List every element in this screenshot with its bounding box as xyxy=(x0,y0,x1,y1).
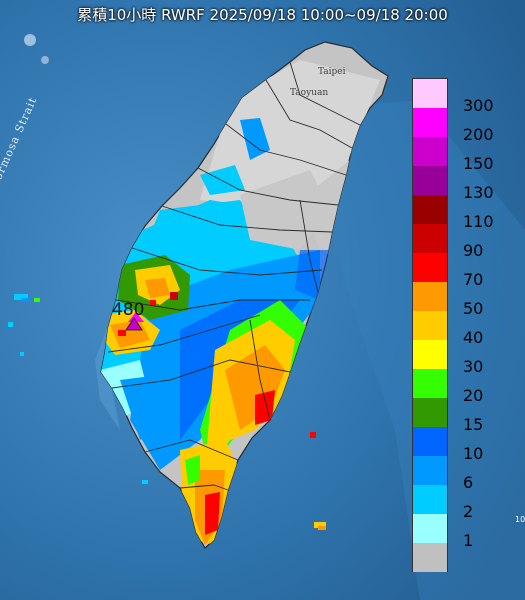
legend-swatch-110 xyxy=(413,195,447,224)
legend-swatch-6 xyxy=(413,456,447,485)
legend-swatch-15 xyxy=(413,398,447,427)
legend-swatch-1 xyxy=(413,514,447,543)
label-taipei: Taipei xyxy=(318,67,346,77)
legend-label-40: 40 xyxy=(463,328,484,347)
label-edge-clipped: 10 xyxy=(515,515,525,524)
legend-swatch-40 xyxy=(413,311,447,340)
legend-swatch-none xyxy=(413,543,447,572)
legend-swatch-90 xyxy=(413,224,447,253)
legend-label-150: 150 xyxy=(463,154,494,173)
legend-swatch-150 xyxy=(413,137,447,166)
rainfall-legend xyxy=(412,78,448,572)
legend-label-90: 90 xyxy=(463,241,484,260)
offshore-echoes xyxy=(8,34,326,530)
legend-label-130: 130 xyxy=(463,183,494,202)
legend-swatch-30 xyxy=(413,340,447,369)
legend-swatch-20 xyxy=(413,369,447,398)
peak-value-label: 480 xyxy=(112,300,145,320)
label-taoyuan: Taoyuan xyxy=(290,88,329,98)
legend-swatch-130 xyxy=(413,166,447,195)
peak-triangle xyxy=(125,317,143,331)
legend-label-2: 2 xyxy=(463,502,474,521)
legend-label-6: 6 xyxy=(463,473,474,492)
legend-swatch-200 xyxy=(413,108,447,137)
legend-label-300: 300 xyxy=(463,96,494,115)
map-title: 累積10小時 RWRF 2025/09/18 10:00~09/18 20:00 xyxy=(77,6,448,24)
county-boundaries xyxy=(107,61,361,491)
legend-label-70: 70 xyxy=(463,270,484,289)
legend-label-20: 20 xyxy=(463,386,484,405)
legend-label-50: 50 xyxy=(463,299,484,318)
legend-swatch-300 xyxy=(413,79,447,108)
legend-swatch-10 xyxy=(413,427,447,456)
legend-label-10: 10 xyxy=(463,444,484,463)
legend-label-200: 200 xyxy=(463,125,494,144)
legend-label-15: 15 xyxy=(463,415,484,434)
legend-swatch-2 xyxy=(413,485,447,514)
legend-swatch-50 xyxy=(413,282,447,311)
legend-label-110: 110 xyxy=(463,212,494,231)
legend-label-30: 30 xyxy=(463,357,484,376)
rainfall-fields xyxy=(101,60,380,545)
legend-swatch-70 xyxy=(413,253,447,282)
legend-label-1: 1 xyxy=(463,531,474,550)
